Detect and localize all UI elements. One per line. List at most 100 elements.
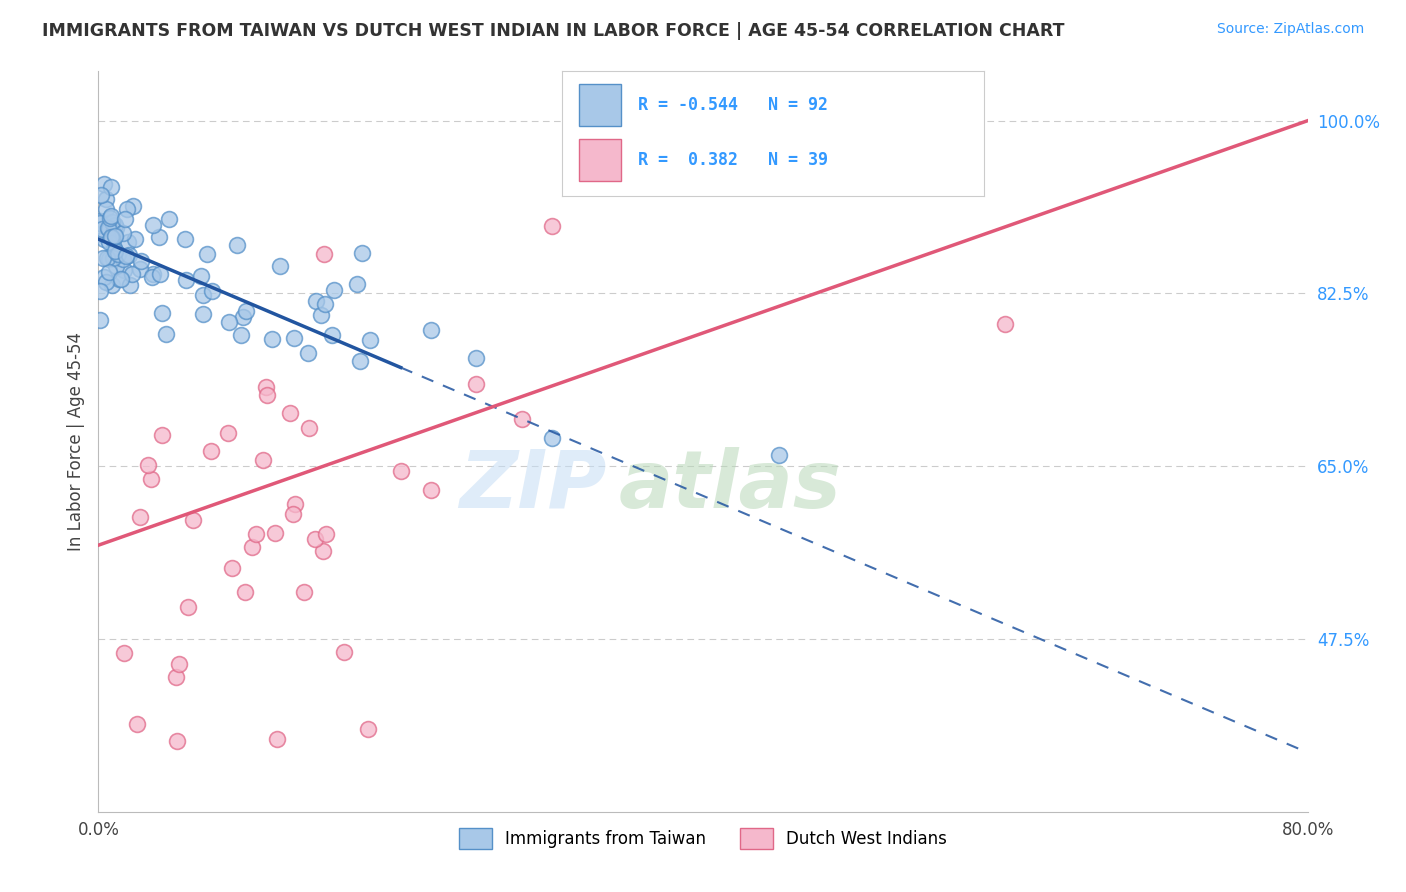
Point: [240, 540, 263, 554]
Point: [356, 722, 378, 736]
Point: [420, 323, 443, 337]
Point: [264, 526, 287, 541]
Point: [201, 284, 224, 298]
Point: [252, 453, 274, 467]
Point: [256, 388, 278, 402]
Text: IMMIGRANTS FROM TAIWAN VS DUTCH WEST INDIAN IN LABOR FORCE | AGE 45-54 CORRELATI: IMMIGRANTS FROM TAIWAN VS DUTCH WEST IND…: [42, 22, 1064, 40]
Point: [142, 267, 165, 281]
Point: [117, 235, 139, 249]
Point: [103, 229, 125, 244]
Point: [315, 526, 337, 541]
Point: [193, 288, 215, 302]
Point: [131, 253, 153, 268]
Point: [360, 333, 382, 347]
Point: [174, 232, 197, 246]
Point: [93, 232, 115, 246]
Point: [292, 585, 315, 599]
Point: [111, 227, 134, 241]
Point: [97, 221, 120, 235]
Point: [169, 657, 191, 672]
Point: [101, 230, 124, 244]
Point: [269, 259, 291, 273]
Point: [90, 222, 112, 236]
Point: [89, 312, 111, 326]
Point: [121, 199, 143, 213]
Point: [266, 731, 288, 746]
Point: [312, 544, 335, 558]
Point: [100, 229, 122, 244]
Point: [304, 532, 326, 546]
Point: [89, 216, 111, 230]
Point: [465, 376, 488, 391]
Point: [174, 273, 197, 287]
Point: [181, 513, 204, 527]
Point: [283, 331, 305, 345]
Point: [510, 412, 533, 426]
Legend: Immigrants from Taiwan, Dutch West Indians: Immigrants from Taiwan, Dutch West India…: [453, 822, 953, 855]
Point: [89, 214, 111, 228]
Point: [281, 507, 304, 521]
Point: [150, 428, 173, 442]
Point: [150, 306, 173, 320]
Point: [101, 278, 124, 293]
Text: atlas: atlas: [619, 447, 841, 525]
Point: [305, 293, 328, 308]
Point: [101, 226, 124, 240]
Point: [136, 458, 159, 473]
Point: [91, 251, 114, 265]
Point: [177, 599, 200, 614]
Point: [195, 247, 218, 261]
Text: R = -0.544   N = 92: R = -0.544 N = 92: [638, 96, 828, 114]
Point: [97, 265, 120, 279]
Point: [124, 232, 146, 246]
Point: [101, 251, 124, 265]
Point: [112, 646, 135, 660]
Point: [389, 465, 412, 479]
Point: [332, 645, 354, 659]
Point: [148, 230, 170, 244]
Point: [149, 268, 172, 282]
Point: [97, 235, 120, 249]
Point: [420, 483, 443, 498]
Point: [94, 192, 117, 206]
Point: [100, 180, 122, 194]
Point: [118, 248, 141, 262]
Point: [141, 269, 163, 284]
Point: [190, 268, 212, 283]
Y-axis label: In Labor Force | Age 45-54: In Labor Force | Age 45-54: [66, 332, 84, 551]
Point: [350, 246, 373, 260]
Point: [94, 202, 117, 216]
Point: [232, 310, 254, 324]
Point: [129, 510, 152, 524]
Point: [165, 670, 187, 684]
Text: Source: ZipAtlas.com: Source: ZipAtlas.com: [1216, 22, 1364, 37]
Point: [157, 211, 180, 226]
Point: [121, 267, 143, 281]
Point: [104, 220, 127, 235]
Point: [200, 443, 222, 458]
Point: [107, 247, 129, 261]
Point: [104, 218, 127, 232]
Point: [994, 318, 1017, 332]
Point: [94, 275, 117, 289]
Point: [100, 211, 122, 225]
Text: R =  0.382   N = 39: R = 0.382 N = 39: [638, 151, 828, 169]
Point: [103, 241, 125, 255]
Point: [465, 351, 488, 366]
Point: [278, 406, 301, 420]
Point: [96, 251, 118, 265]
Point: [312, 247, 335, 261]
Point: [100, 227, 122, 241]
Point: [226, 238, 249, 252]
Point: [193, 307, 215, 321]
Point: [309, 308, 332, 322]
FancyBboxPatch shape: [579, 84, 621, 127]
Point: [254, 380, 277, 394]
Point: [235, 304, 257, 318]
Point: [100, 209, 122, 223]
Point: [90, 187, 112, 202]
Point: [115, 202, 138, 217]
Point: [322, 283, 344, 297]
Point: [103, 249, 125, 263]
Point: [321, 327, 343, 342]
